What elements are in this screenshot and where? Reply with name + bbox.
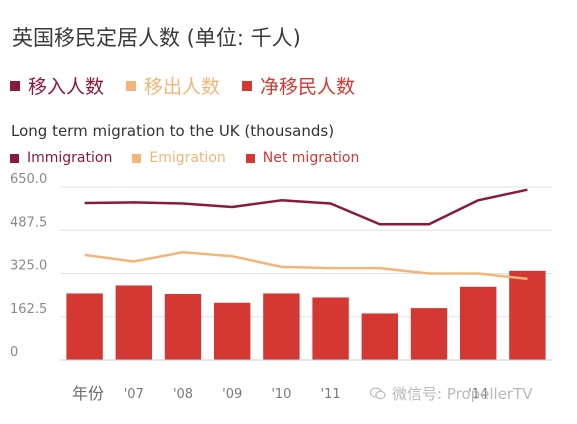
y-tick-label: 650.0 bbox=[10, 172, 47, 187]
legend-item-net-cn: 净移民人数 bbox=[242, 72, 355, 99]
line-immigration bbox=[84, 188, 528, 226]
legend-item-net: Net migration bbox=[245, 150, 360, 166]
legend-label-emigration-cn: 移出人数 bbox=[144, 76, 221, 98]
x-tick-label: '14 bbox=[468, 387, 488, 402]
watermark-text: 微信号: PropellerTV bbox=[392, 385, 533, 403]
chart-title-en: Long term migration to the UK (thousands… bbox=[11, 122, 335, 140]
bar-net-migration bbox=[66, 293, 103, 360]
legend-item-emigration: Emigration bbox=[132, 150, 226, 166]
x-tick-label: '10 bbox=[271, 387, 291, 402]
legend-item-immigration-cn: 移入人数 bbox=[10, 72, 104, 99]
legend-swatch-immigration-cn bbox=[10, 80, 20, 91]
bar-net-migration bbox=[115, 285, 153, 360]
legend-swatch-net-cn bbox=[242, 80, 253, 91]
legend-label-immigration-cn: 移入人数 bbox=[28, 76, 105, 98]
y-tick-label: 0 bbox=[10, 345, 18, 360]
y-tick-label: 325.0 bbox=[10, 259, 47, 274]
legend-item-immigration: Immigration bbox=[10, 150, 112, 166]
bar-net-migration bbox=[410, 308, 448, 360]
y-tick-label: 162.5 bbox=[10, 302, 47, 317]
bar-net-migration bbox=[361, 313, 399, 360]
legend-label-immigration: Immigration bbox=[27, 150, 113, 166]
legend-label-emigration: Emigration bbox=[149, 150, 226, 166]
x-tick-label: '07 bbox=[124, 387, 144, 402]
line-emigration bbox=[84, 250, 528, 281]
bar-net-migration bbox=[459, 286, 497, 360]
bar-net-migration bbox=[213, 302, 251, 360]
legend-swatch-net bbox=[245, 153, 255, 163]
x-tick-label: '11 bbox=[321, 387, 341, 402]
x-tick-label: '09 bbox=[222, 387, 242, 402]
legend-cn: 移入人数 移出人数 净移民人数 bbox=[10, 72, 377, 99]
legend-item-emigration-cn: 移出人数 bbox=[126, 72, 220, 99]
y-tick-label: 487.5 bbox=[10, 215, 47, 230]
legend-swatch-immigration bbox=[10, 153, 19, 163]
legend-swatch-emigration bbox=[132, 153, 142, 163]
bar-net-migration bbox=[164, 293, 202, 360]
watermark: 微信号: PropellerTV bbox=[370, 383, 533, 404]
wechat-icon bbox=[370, 387, 386, 400]
legend-label-net: Net migration bbox=[262, 150, 360, 166]
legend-label-net-cn: 净移民人数 bbox=[260, 76, 356, 98]
x-tick-label: '08 bbox=[173, 387, 193, 402]
chart-title-cn: 英国移民定居人数 (单位: 千人) bbox=[12, 26, 301, 50]
legend-swatch-emigration-cn bbox=[126, 80, 137, 91]
legend-en: Immigration Emigration Net migration bbox=[10, 150, 379, 166]
x-axis-label-cn: 年份 bbox=[72, 384, 105, 403]
bar-net-migration bbox=[509, 270, 546, 360]
bar-net-migration bbox=[263, 293, 300, 360]
bar-net-migration bbox=[312, 297, 349, 360]
